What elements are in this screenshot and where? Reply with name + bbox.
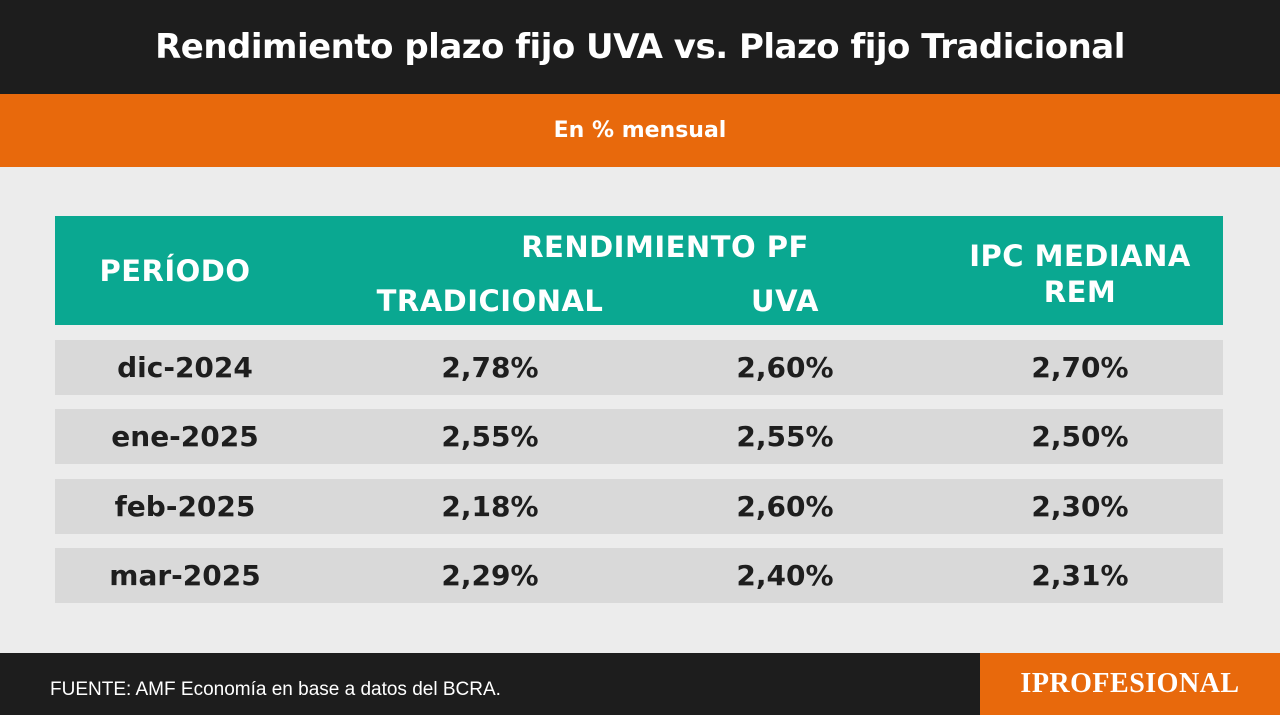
cell-periodo: feb-2025 (114, 490, 256, 523)
header-ipc-mediana-rem: IPC MEDIANA REM (955, 238, 1205, 310)
table-row: dic-2024 2,78% 2,60% 2,70% (55, 340, 1223, 395)
chart-title: Rendimiento plazo fijo UVA vs. Plazo fij… (155, 27, 1125, 67)
chart-subtitle: En % mensual (553, 118, 727, 143)
footer: FUENTE: AMF Economía en base a datos del… (0, 653, 1280, 715)
cell-uva: 2,40% (736, 559, 834, 592)
cell-ipc: 2,30% (1031, 490, 1129, 523)
source-note: FUENTE: AMF Economía en base a datos del… (50, 679, 501, 700)
header-ipc-line2: REM (1043, 275, 1117, 309)
cell-ipc: 2,50% (1031, 420, 1129, 453)
header-tradicional: TRADICIONAL (376, 284, 604, 318)
header-uva: UVA (751, 284, 819, 318)
brand-logo: IPROFESIONAL (980, 653, 1280, 715)
cell-periodo: ene-2025 (111, 420, 259, 453)
brand-wordmark: IPROFESIONAL (1020, 668, 1240, 699)
cell-uva: 2,55% (736, 420, 834, 453)
cell-ipc: 2,31% (1031, 559, 1129, 592)
table-row: feb-2025 2,18% 2,60% 2,30% (55, 479, 1223, 534)
cell-uva: 2,60% (736, 351, 834, 384)
cell-tradicional: 2,55% (441, 420, 539, 453)
title-bar: Rendimiento plazo fijo UVA vs. Plazo fij… (0, 0, 1280, 94)
table-row: mar-2025 2,29% 2,40% 2,31% (55, 548, 1223, 603)
table-row: ene-2025 2,55% 2,55% 2,50% (55, 409, 1223, 464)
cell-uva: 2,60% (736, 490, 834, 523)
cell-tradicional: 2,78% (441, 351, 539, 384)
table-header: PERÍODO RENDIMIENTO PF TRADICIONAL UVA I… (55, 216, 1223, 325)
cell-periodo: dic-2024 (117, 351, 253, 384)
cell-tradicional: 2,29% (441, 559, 539, 592)
header-rendimiento-pf: RENDIMIENTO PF (521, 230, 809, 264)
cell-periodo: mar-2025 (109, 559, 261, 592)
header-ipc-line1: IPC MEDIANA (969, 239, 1191, 273)
subtitle-bar: En % mensual (0, 94, 1280, 167)
cell-ipc: 2,70% (1031, 351, 1129, 384)
cell-tradicional: 2,18% (441, 490, 539, 523)
header-periodo: PERÍODO (99, 254, 251, 288)
